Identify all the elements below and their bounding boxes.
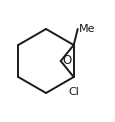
Text: O: O — [62, 55, 71, 67]
Text: Me: Me — [78, 24, 94, 34]
Text: Cl: Cl — [68, 87, 78, 97]
